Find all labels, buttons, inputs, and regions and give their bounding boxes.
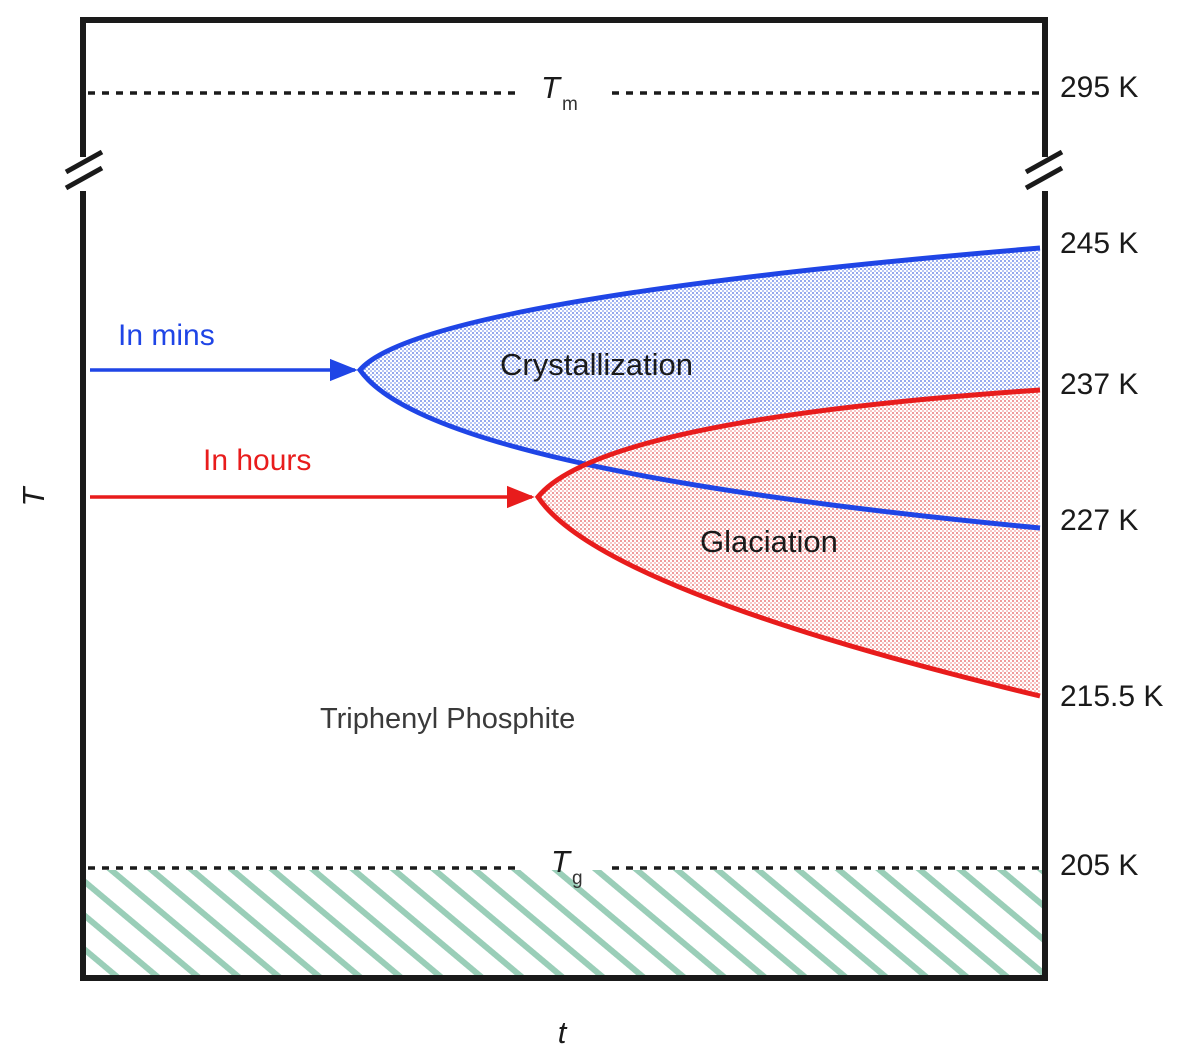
diagram-frame bbox=[80, 17, 1048, 981]
temp-label-245: 245 K bbox=[1060, 227, 1138, 260]
temp-label-237: 237 K bbox=[1060, 368, 1138, 401]
crystallization-boundary-curve bbox=[356, 245, 1041, 531]
temp-label-227: 227 K bbox=[1060, 504, 1138, 537]
y-axis-label: T bbox=[16, 485, 51, 506]
crystallization-label: Crystallization bbox=[500, 347, 693, 382]
temp-label-215-5: 215.5 K bbox=[1060, 680, 1163, 713]
in-mins-label: In mins bbox=[118, 319, 215, 352]
glaciation-label: Glaciation bbox=[700, 524, 838, 559]
in-hours-label: In hours bbox=[203, 444, 311, 477]
glaciation-boundary-curve bbox=[534, 387, 1041, 699]
glass-region-hatch bbox=[86, 870, 1043, 976]
temp-label-205: 205 K bbox=[1060, 849, 1138, 882]
temp-label-295: 295 K bbox=[1060, 71, 1138, 104]
axis-break-right bbox=[1024, 149, 1064, 191]
x-axis-label: t bbox=[558, 1015, 568, 1050]
axis-break-left bbox=[64, 149, 104, 191]
substance-label: Triphenyl Phosphite bbox=[320, 703, 575, 735]
glaciation-region-fill bbox=[538, 390, 1040, 696]
